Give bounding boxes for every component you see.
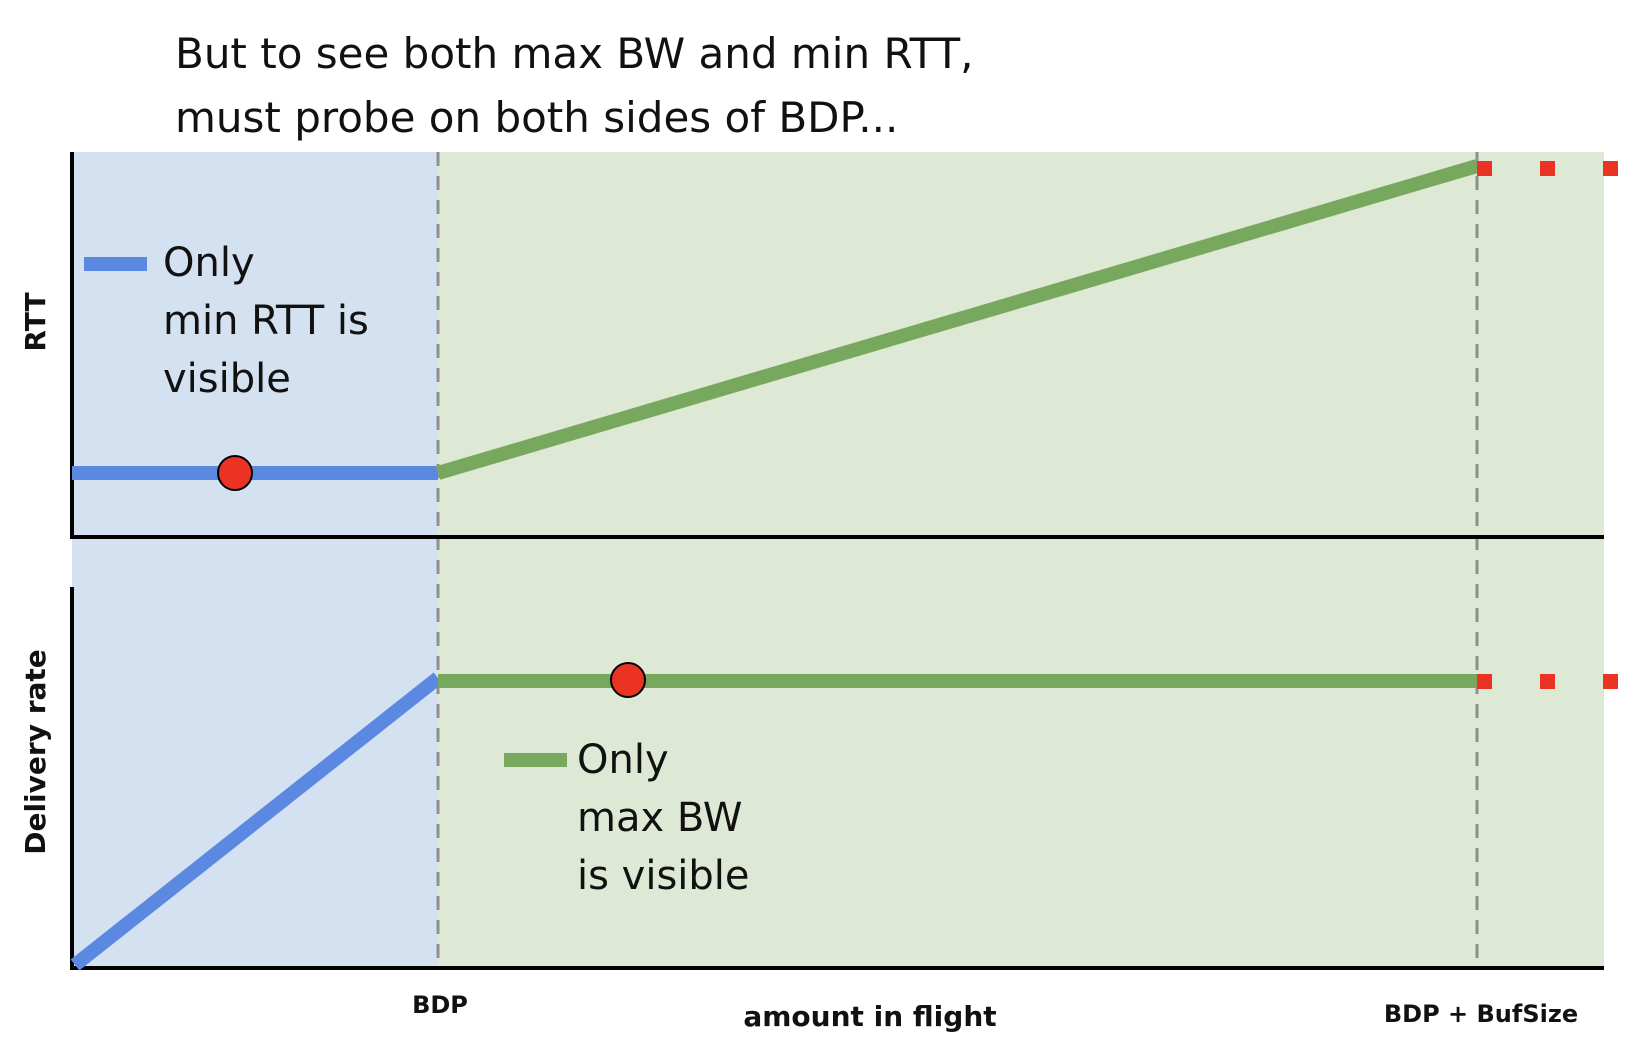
rate-red-dot-2 [1540, 674, 1555, 689]
rate-red-dot-1 [1477, 674, 1492, 689]
rtt-red-dot-1 [1477, 161, 1492, 176]
tick-bdp: BDP [412, 991, 468, 1019]
rtt-operating-point [217, 455, 253, 491]
rate-operating-point [610, 662, 646, 698]
tick-bdp-bufsize: BDP + BufSize [1384, 1000, 1578, 1028]
rate-blue-rising-line [70, 672, 443, 971]
title-line-1: But to see both max BW and min RTT, [175, 29, 974, 78]
bottom-y-axis-label: Delivery rate [19, 649, 52, 855]
rate-red-dot-3 [1603, 674, 1618, 689]
legend-bw-line-3: is visible [577, 853, 750, 899]
legend-rtt-line-3: visible [163, 356, 291, 402]
rtt-green-rising-line [436, 159, 1479, 480]
rtt-red-dot-3 [1603, 161, 1618, 176]
top-y-axis-label: RTT [19, 292, 52, 351]
legend-rtt-line-1: Only [163, 240, 255, 286]
legend-bw-line-1: Only [577, 737, 669, 783]
title-line-2: must probe on both sides of BDP... [175, 93, 898, 142]
legend-bw-line-2: max BW [577, 795, 742, 841]
legend-rtt-line-2: min RTT is [163, 298, 369, 344]
region-above-bdp [438, 152, 1604, 968]
rtt-red-dot-2 [1540, 161, 1555, 176]
x-axis-label: amount in flight [743, 1000, 996, 1033]
region-below-bdp [72, 152, 438, 968]
